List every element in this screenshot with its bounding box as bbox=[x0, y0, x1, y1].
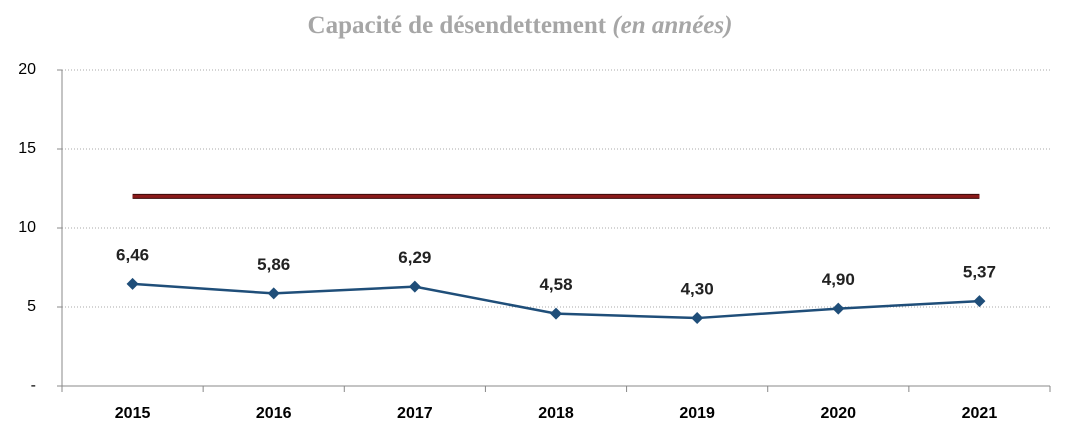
x-tick-label: 2020 bbox=[820, 405, 856, 422]
x-tick-label: 2017 bbox=[397, 405, 433, 422]
marker bbox=[691, 312, 704, 325]
title-suffix: (en années) bbox=[612, 12, 732, 39]
data-label: 6,46 bbox=[116, 245, 149, 264]
x-tick-label: 2015 bbox=[115, 405, 151, 422]
marker bbox=[973, 295, 986, 308]
x-tick-label: 2021 bbox=[962, 405, 998, 422]
chart-title: Capacité de désendettement (en années) bbox=[308, 12, 733, 39]
x-tick-label: 2016 bbox=[256, 405, 292, 422]
x-tick-label: 2019 bbox=[679, 405, 715, 422]
data-label: 6,29 bbox=[398, 248, 431, 267]
marker bbox=[832, 302, 845, 315]
marker bbox=[267, 287, 280, 300]
y-tick-label: 10 bbox=[18, 219, 36, 236]
title-main: Capacité de désendettement bbox=[308, 12, 607, 39]
y-tick-label: 15 bbox=[18, 140, 36, 157]
data-label: 4,58 bbox=[539, 275, 572, 294]
y-tick-label: - bbox=[31, 377, 36, 394]
y-tick-label: 5 bbox=[27, 298, 36, 315]
marker bbox=[550, 307, 562, 320]
marker bbox=[408, 280, 421, 293]
data-label: 5,37 bbox=[963, 263, 996, 282]
y-tick-label: 20 bbox=[18, 61, 36, 78]
data-label: 4,30 bbox=[681, 280, 714, 299]
data-label: 4,90 bbox=[822, 270, 855, 289]
marker bbox=[126, 277, 139, 290]
data-label: 5,86 bbox=[257, 255, 290, 274]
x-tick-label: 2018 bbox=[538, 405, 574, 422]
